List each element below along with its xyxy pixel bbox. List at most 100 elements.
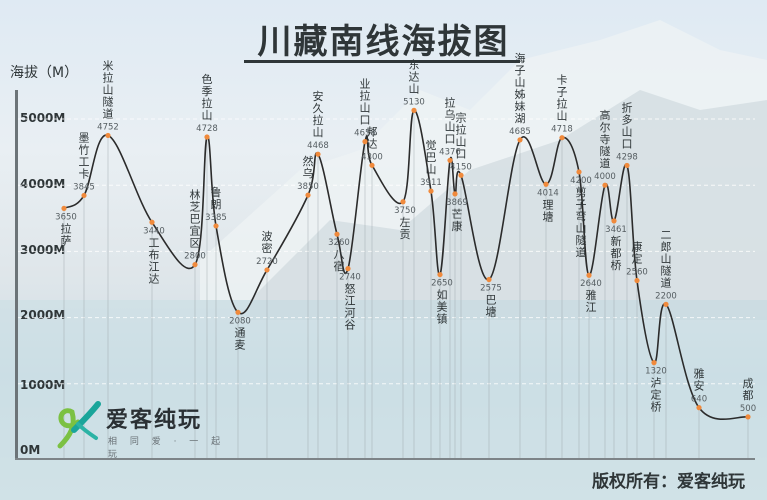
point-label: 4300 邦达 <box>361 125 383 162</box>
svg-text:泸: 泸 <box>651 377 662 390</box>
svg-text:贡: 贡 <box>400 228 411 241</box>
svg-text:理: 理 <box>543 198 554 211</box>
svg-text:2800: 2800 <box>184 252 206 262</box>
svg-text:湖: 湖 <box>515 112 526 125</box>
svg-text:4468: 4468 <box>307 141 329 151</box>
data-point <box>452 191 458 197</box>
svg-text:山: 山 <box>313 126 324 139</box>
svg-text:宗: 宗 <box>456 110 467 124</box>
svg-text:拉: 拉 <box>360 89 371 103</box>
logo-name: 爱客纯玩 <box>106 408 203 433</box>
svg-text:拉: 拉 <box>103 70 114 84</box>
svg-text:拉: 拉 <box>557 97 568 111</box>
svg-text:二: 二 <box>661 228 672 241</box>
point-label: 2560 康定 <box>626 240 648 278</box>
data-point <box>345 266 351 272</box>
svg-text:区: 区 <box>190 237 201 250</box>
svg-text:久: 久 <box>313 102 324 115</box>
svg-text:觉: 觉 <box>426 139 437 152</box>
svg-text:多: 多 <box>622 112 633 126</box>
svg-text:乌: 乌 <box>445 107 456 121</box>
svg-text:拉: 拉 <box>61 221 72 235</box>
svg-text:密: 密 <box>262 241 273 255</box>
svg-text:山: 山 <box>202 109 213 122</box>
data-point <box>315 151 321 157</box>
data-point <box>458 172 464 178</box>
svg-text:色: 色 <box>202 72 213 86</box>
brand-logo: 爱客纯玩 相 同 爱 · 一 起 玩 <box>52 400 232 460</box>
svg-text:达: 达 <box>367 137 378 150</box>
svg-text:江: 江 <box>586 301 597 314</box>
svg-text:口: 口 <box>456 147 467 160</box>
svg-text:八: 八 <box>334 248 345 261</box>
svg-text:高: 高 <box>600 108 611 122</box>
svg-text:山: 山 <box>445 120 456 133</box>
svg-text:安: 安 <box>313 89 324 103</box>
svg-text:业: 业 <box>360 78 371 91</box>
svg-text:成: 成 <box>743 377 754 390</box>
svg-text:定: 定 <box>651 388 662 402</box>
data-point <box>400 199 406 205</box>
svg-text:道: 道 <box>103 106 114 120</box>
svg-text:谷: 谷 <box>345 319 356 332</box>
data-point <box>745 414 751 420</box>
svg-text:乌: 乌 <box>303 166 314 180</box>
svg-text:宿: 宿 <box>334 259 345 273</box>
svg-text:4298: 4298 <box>616 152 638 162</box>
svg-text:朗: 朗 <box>211 198 222 211</box>
svg-text:拉: 拉 <box>456 122 467 136</box>
svg-text:4376: 4376 <box>439 147 461 157</box>
y-tick-3000: 3000M <box>20 243 66 257</box>
data-point <box>105 132 111 139</box>
data-point <box>437 271 443 278</box>
svg-text:河: 河 <box>345 307 356 320</box>
svg-text:子: 子 <box>557 86 568 99</box>
svg-text:山: 山 <box>661 252 672 265</box>
data-point <box>81 192 87 199</box>
svg-text:隧: 隧 <box>600 144 611 158</box>
y-tick-2000: 2000M <box>20 308 66 322</box>
data-point <box>696 405 702 411</box>
svg-text:寺: 寺 <box>600 133 611 146</box>
svg-text:康: 康 <box>632 240 643 254</box>
svg-text:道: 道 <box>576 245 587 259</box>
svg-text:5130: 5130 <box>403 97 425 107</box>
svg-text:鲁: 鲁 <box>211 185 222 199</box>
svg-text:达: 达 <box>149 272 160 285</box>
svg-text:山: 山 <box>426 163 437 176</box>
svg-text:美: 美 <box>437 301 448 314</box>
svg-text:4658: 4658 <box>354 129 376 139</box>
svg-text:4014: 4014 <box>537 188 559 198</box>
svg-text:山: 山 <box>515 76 526 89</box>
data-point <box>61 205 67 211</box>
data-point <box>369 162 375 168</box>
svg-text:通: 通 <box>235 326 246 339</box>
data-point <box>624 162 630 169</box>
y-tick-1000: 1000M <box>20 378 66 392</box>
svg-text:卡: 卡 <box>79 167 90 180</box>
svg-text:然: 然 <box>303 154 314 168</box>
svg-text:2560: 2560 <box>626 268 648 278</box>
svg-text:江: 江 <box>345 295 356 308</box>
svg-text:2575: 2575 <box>480 284 502 294</box>
data-point <box>517 137 523 143</box>
svg-text:季: 季 <box>202 85 213 98</box>
svg-text:雅: 雅 <box>694 367 705 381</box>
data-point <box>235 309 241 315</box>
data-point <box>192 262 198 268</box>
svg-text:4752: 4752 <box>97 122 119 132</box>
svg-text:山: 山 <box>456 135 467 148</box>
point-label: 500 成都 <box>740 377 756 414</box>
